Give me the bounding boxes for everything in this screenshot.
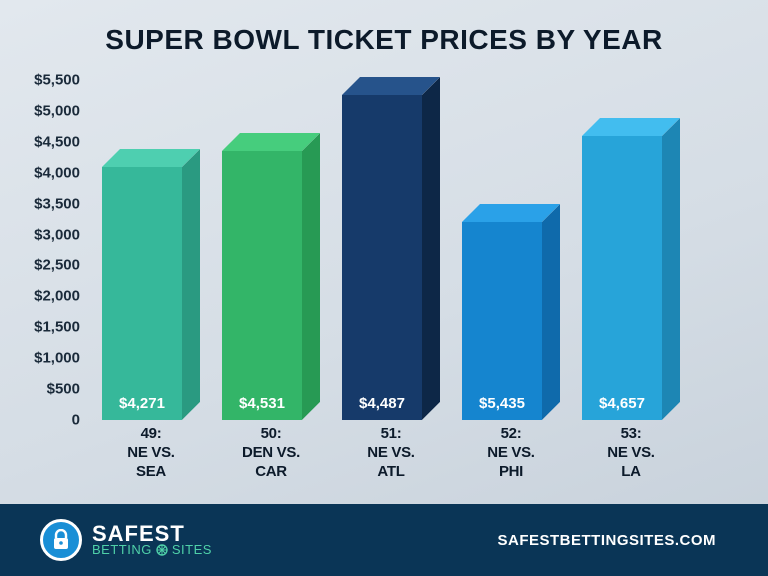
y-tick: $2,500 (34, 257, 80, 274)
site-url: SAFESTBETTINGSITES.COM (497, 532, 716, 549)
bar: $4,271 (102, 167, 182, 420)
lock-badge-icon (40, 519, 82, 561)
brand-sub-left: BETTING (92, 544, 152, 556)
y-tick: $4,000 (34, 164, 80, 181)
brand-name: SAFEST (92, 524, 212, 544)
bar: $4,531 (222, 151, 302, 420)
bar-value-label: $4,487 (342, 395, 422, 412)
bar-chart: Average Resale Ticket Price $4,271$4,531… (90, 80, 715, 460)
basketball-icon (156, 544, 168, 556)
category-label: 51:NE VS.ATL (342, 425, 440, 481)
bar: $4,657 (582, 136, 662, 420)
bar-value-label: $4,657 (582, 395, 662, 412)
bar-value-label: $5,435 (462, 395, 542, 412)
y-tick: $2,000 (34, 288, 80, 305)
category-label: 53:NE VS.LA (582, 425, 680, 481)
category-label: 52:NE VS.PHI (462, 425, 560, 481)
y-tick: $3,500 (34, 195, 80, 212)
category-label: 49:NE VS.SEA (102, 425, 200, 481)
plot-area: $4,271 $4,531 $4,487 $5,435 $4,657 (90, 80, 715, 420)
y-tick: $5,500 (34, 72, 80, 89)
bar: $4,487 (342, 95, 422, 420)
y-tick: 0 (72, 412, 80, 429)
bar: $5,435 (462, 222, 542, 420)
bar-value-label: $4,531 (222, 395, 302, 412)
y-tick: $3,000 (34, 226, 80, 243)
footer-bar: SAFEST BETTING SITES SAFESTBETTINGSITES.… (0, 504, 768, 576)
y-tick: $1,500 (34, 319, 80, 336)
y-tick: $4,500 (34, 133, 80, 150)
brand-logo: SAFEST BETTING SITES (40, 519, 212, 561)
y-tick: $500 (47, 381, 80, 398)
y-tick: $1,000 (34, 350, 80, 367)
category-label: 50:DEN VS.CAR (222, 425, 320, 481)
y-tick: $5,000 (34, 102, 80, 119)
bar-value-label: $4,271 (102, 395, 182, 412)
brand-sub-right: SITES (172, 544, 212, 556)
page-title: SUPER BOWL TICKET PRICES BY YEAR (0, 0, 768, 56)
